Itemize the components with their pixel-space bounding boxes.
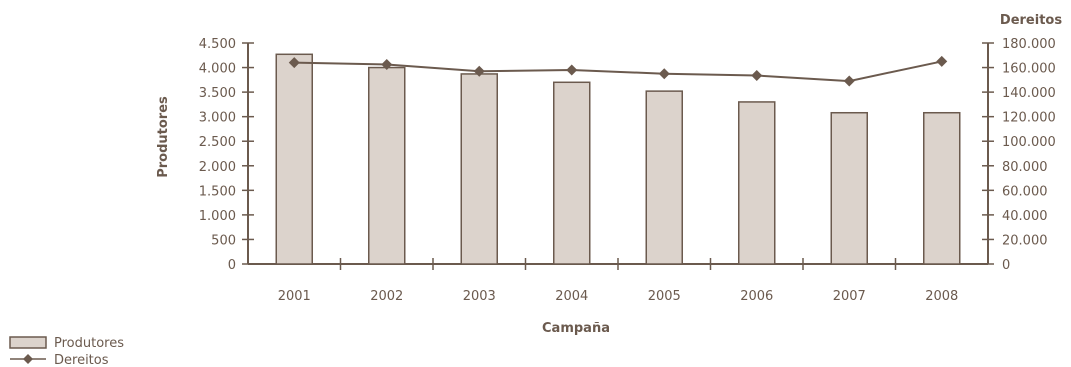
x-tick-label: 2007 — [833, 289, 866, 304]
y-right-tick-label: 40.000 — [1002, 209, 1048, 224]
x-tick-label: 2005 — [648, 289, 681, 304]
dereitos-line-series — [288, 55, 948, 87]
point-dereitos-2005 — [658, 68, 670, 80]
legend-dereitos-label: Dereitos — [54, 353, 109, 367]
bar-produtores-2006 — [738, 101, 776, 265]
point-dereitos-2006 — [751, 70, 763, 82]
y-axis-title-right: Dereitos — [1000, 13, 1062, 28]
y-left-tick-label: 0 — [228, 258, 236, 273]
y-left-tick-label: 3.000 — [199, 111, 236, 126]
legend-produtores-swatch — [9, 336, 47, 349]
x-tick-labels: 2001 2002 2003 2004 2005 2006 2007 2008 — [278, 289, 959, 304]
point-dereitos-2002 — [381, 58, 393, 70]
y-right-tick-label: 0 — [1002, 258, 1010, 273]
x-tick-label: 2008 — [925, 289, 958, 304]
point-dereitos-2003 — [473, 65, 485, 77]
y-left-tick-label: 4.000 — [199, 62, 236, 77]
y-left-tick-labels: 0 500 1.000 1.500 2.000 2.500 3.000 3.500 4.000 4… — [199, 37, 236, 273]
point-dereitos-2008 — [936, 55, 948, 67]
x-tick-label: 2006 — [740, 289, 773, 304]
y-left-tick-label: 4.500 — [199, 37, 236, 52]
y-right-tick-labels: 0 20.000 40.000 60.000 80.000 100.000 120.000 1… — [1002, 37, 1056, 273]
x-tick-label: 2004 — [555, 289, 588, 304]
line-dereitos — [294, 60, 942, 83]
y-right-tick-label: 160.000 — [1002, 62, 1056, 77]
legend: Produtores Dereitos — [9, 336, 124, 367]
bar-produtores-2003 — [460, 73, 498, 265]
y-right-tick-label: 100.000 — [1002, 135, 1056, 150]
bar-produtores-2005 — [645, 90, 683, 265]
point-dereitos-2001 — [288, 57, 300, 69]
y-left-tick-label: 500 — [211, 233, 236, 248]
legend-dereitos-marker — [23, 354, 33, 364]
y-right-tick-label: 140.000 — [1002, 86, 1056, 101]
y-right-tick-label: 20.000 — [1002, 233, 1048, 248]
bar-produtores-2007 — [830, 111, 868, 265]
y-left-tick-label: 1.000 — [199, 209, 236, 224]
x-tick-label: 2003 — [463, 289, 496, 304]
bars — [275, 53, 961, 265]
y-axis-title-left: Produtores — [156, 96, 171, 178]
bar-produtores-2008 — [923, 111, 961, 265]
bar-produtores-2002 — [368, 66, 406, 265]
bar-produtores-2004 — [553, 81, 591, 265]
y-right-tick-label: 120.000 — [1002, 111, 1056, 126]
legend-produtores-label: Produtores — [54, 336, 124, 351]
y-left-tick-label: 2.500 — [199, 135, 236, 150]
point-dereitos-2007 — [843, 75, 855, 87]
y-right-tick-label: 80.000 — [1002, 160, 1048, 175]
y-left-tick-label: 1.500 — [199, 184, 236, 199]
x-tick-label: 2002 — [370, 289, 403, 304]
x-axis-title: Campaña — [542, 321, 610, 336]
x-tick-label: 2001 — [278, 289, 311, 304]
y-left-tick-label: 2.000 — [199, 160, 236, 175]
y-right-tick-label: 60.000 — [1002, 184, 1048, 199]
bar-produtores-2001 — [275, 53, 313, 265]
y-left-tick-label: 3.500 — [199, 86, 236, 101]
point-dereitos-2004 — [566, 64, 578, 76]
y-right-tick-label: 180.000 — [1002, 37, 1056, 52]
axes — [242, 42, 994, 270]
